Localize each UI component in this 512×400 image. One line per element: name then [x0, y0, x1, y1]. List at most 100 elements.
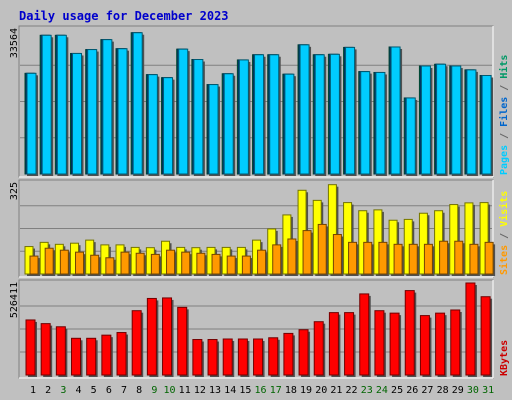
legend-entry: /	[499, 127, 510, 145]
legend-entry: /	[499, 79, 510, 97]
bar-sites-day-2	[44, 247, 56, 276]
bar-kbytes-day-26	[404, 290, 417, 377]
bar-pages-day-19	[299, 44, 312, 177]
bar-pages-day-2	[41, 34, 54, 177]
bar-kbytes-day-7	[116, 332, 129, 377]
bar-sites-day-3	[59, 249, 71, 276]
bar-sites-day-19	[302, 230, 314, 276]
bar-pages-day-3	[56, 34, 69, 177]
x-tick-label: 18	[285, 385, 297, 396]
bar-kbytes-day-18	[283, 332, 295, 377]
bar-sites-day-16	[257, 249, 268, 276]
legend-entry: Visits	[498, 191, 510, 227]
bar-pages-day-23	[360, 71, 372, 176]
bar-sites-day-5	[90, 254, 101, 276]
bar-visits-day-22	[343, 202, 354, 276]
y-max-label: 526411	[9, 282, 20, 318]
x-tick-label: 2	[45, 385, 51, 396]
x-tick-label: 27	[421, 385, 433, 396]
y-max-label: 33564	[9, 28, 20, 58]
bar-sites-day-4	[75, 251, 86, 276]
bar-pages-day-14	[223, 73, 236, 176]
bar-pages-day-27	[420, 65, 433, 176]
legend-entry: Files	[498, 97, 510, 127]
bar-pages-day-15	[238, 59, 251, 176]
bar-pages-day-22	[345, 46, 357, 176]
bar-kbytes-day-27	[419, 315, 432, 377]
bar-sites-day-14	[226, 255, 238, 276]
bar-kbytes-day-1	[25, 319, 37, 377]
x-tick-label: 4	[75, 385, 81, 396]
bar-kbytes-day-22	[344, 312, 356, 377]
bar-kbytes-day-16	[253, 338, 265, 377]
bar-kbytes-day-30	[465, 282, 477, 377]
bar-sites-day-13	[211, 253, 223, 276]
bar-kbytes-day-11	[177, 306, 189, 377]
legend-entry: Hits	[498, 55, 510, 79]
bar-sites-day-24	[378, 241, 389, 276]
bar-sites-day-20	[317, 223, 329, 276]
x-tick-label: 30	[467, 385, 479, 396]
bar-pages-day-24	[375, 71, 387, 176]
x-tick-label: 11	[179, 385, 191, 396]
bar-kbytes-day-25	[389, 312, 402, 377]
bar-sites-day-10	[166, 249, 177, 276]
legend-kbytes: KBytes	[499, 340, 510, 376]
bar-pages-day-11	[178, 48, 190, 176]
bar-pages-day-31	[481, 75, 494, 176]
x-tick-label: 6	[106, 385, 112, 396]
panel-hits: 33564 Pages / Files / Hits	[9, 25, 510, 178]
bar-sites-day-30	[469, 243, 480, 276]
bar-sites-day-21	[332, 234, 344, 276]
chart-title: Daily usage for December 2023	[19, 9, 229, 23]
legend-entry: Sites	[498, 245, 510, 275]
bar-sites-day-8	[135, 252, 147, 276]
x-tick-label: 21	[330, 385, 342, 396]
bar-visits-day-31	[479, 202, 491, 276]
bar-pages-day-30	[466, 69, 478, 176]
x-tick-label: 20	[315, 385, 327, 396]
bar-pages-day-18	[284, 73, 296, 176]
bar-kbytes-day-10	[162, 297, 174, 377]
x-tick-label: 15	[239, 385, 251, 396]
bar-kbytes-day-14	[222, 338, 235, 377]
bar-pages-day-10	[163, 77, 175, 176]
bar-pages-day-20	[314, 54, 327, 176]
bar-pages-day-12	[193, 59, 205, 176]
bar-kbytes-day-13	[207, 339, 220, 377]
legend-entry: Pages	[499, 145, 510, 175]
legend-hits: Pages / Files / Hits	[498, 55, 510, 175]
bar-pages-day-5	[87, 49, 99, 176]
bar-kbytes-day-12	[192, 339, 204, 377]
x-tick-label: 23	[361, 385, 373, 396]
x-tick-label: 9	[151, 385, 157, 396]
bar-pages-day-25	[390, 46, 403, 176]
legend-entry: /	[499, 227, 510, 245]
panel-visits: 325 Sites / Visits	[9, 179, 510, 278]
x-axis-labels: 1 2 3 4 5 6 7 8 9 10 11 12 13 14 15 16 17 18 19 20 21 22 23 24 2…	[30, 385, 494, 396]
bar-sites-day-29	[454, 240, 465, 276]
bar-sites-day-26	[408, 243, 420, 276]
bar-pages-day-6	[102, 39, 114, 176]
x-tick-label: 29	[452, 385, 464, 396]
x-tick-label: 17	[270, 385, 282, 396]
bar-pages-day-17	[269, 54, 281, 176]
bar-kbytes-day-31	[480, 296, 493, 377]
bar-sites-day-25	[393, 243, 405, 276]
bar-pages-day-9	[147, 74, 160, 176]
bar-sites-day-7	[120, 251, 132, 276]
bar-pages-day-28	[436, 63, 448, 176]
legend-entry: KBytes	[499, 340, 510, 376]
bar-kbytes-day-23	[359, 293, 371, 377]
bar-pages-day-8	[132, 32, 145, 176]
bar-pages-day-29	[451, 65, 463, 176]
bar-pages-day-13	[208, 84, 221, 176]
x-tick-label: 31	[482, 385, 494, 396]
x-tick-label: 1	[30, 385, 36, 396]
bar-kbytes-day-9	[146, 297, 159, 377]
x-tick-label: 12	[194, 385, 206, 396]
x-tick-label: 10	[164, 385, 176, 396]
bar-sites-day-22	[348, 241, 359, 276]
